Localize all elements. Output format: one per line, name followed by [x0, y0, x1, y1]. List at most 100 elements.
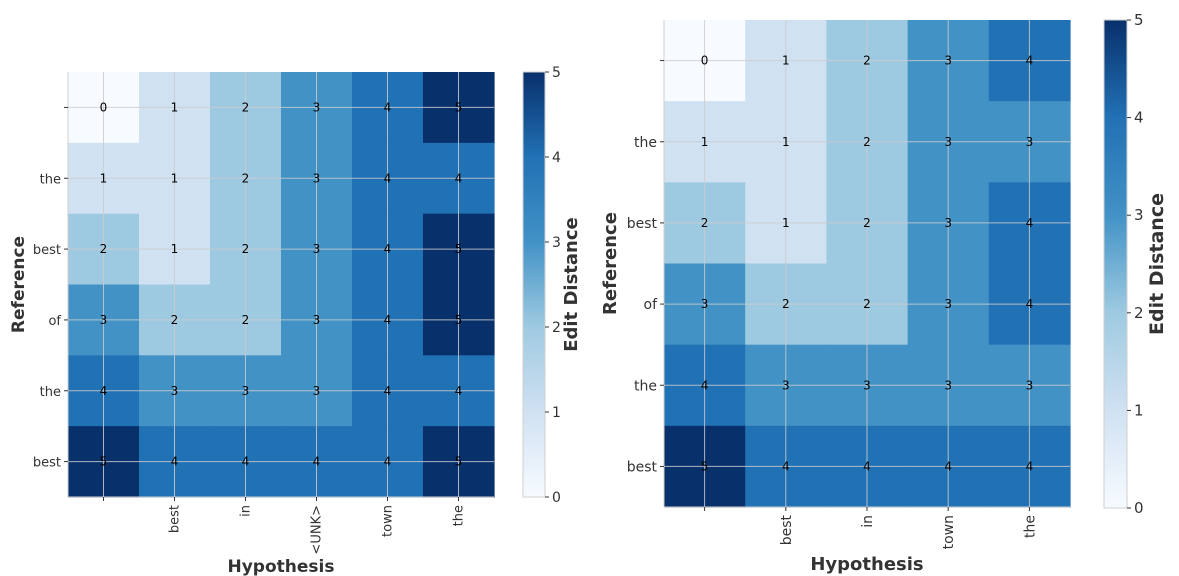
- cell-value-label: 3: [1026, 378, 1034, 392]
- x-tick-label: best: [168, 505, 183, 533]
- cell-value-label: 3: [944, 216, 952, 230]
- cell-value-label: 1: [100, 171, 108, 185]
- cell-value-label: 4: [100, 384, 108, 398]
- cell-value-label: 0: [100, 100, 108, 114]
- heatmap-right: 0 1 2 3 41 1 2 3 32 1 2 3 43 2 2 3 44 3 3 3 35 4 4 4 4thebestoft…: [600, 11, 1168, 575]
- cell-value-label: 4: [384, 100, 392, 114]
- cell-value-label: 4: [384, 242, 392, 256]
- colorbar-tick-label: 1: [1134, 401, 1144, 419]
- cell-value-label: 1: [171, 100, 179, 114]
- cell-value-labels: 0 1 2 3 4 5 1 1 2 3 4 4 2 1 2 3 4 5 3 2 2 3 4 5 4 3 3 3 4 4 5 4 4 4 4 5: [100, 100, 463, 468]
- grid-lines: [664, 20, 1070, 507]
- cell-value-label: 3: [944, 297, 952, 311]
- cell-value-label: 4: [1026, 297, 1034, 311]
- cell-value-label: 2: [701, 216, 709, 230]
- heatmap-cells: [68, 72, 495, 498]
- y-tick-label: best: [627, 459, 658, 475]
- colorbar-ticks: 0 1 2 3 4 5: [1127, 11, 1144, 517]
- x-tick-label: the: [1022, 515, 1038, 538]
- cell-value-label: 5: [701, 459, 709, 473]
- cell-value-label: 2: [863, 216, 871, 230]
- cell-value-label: 4: [1026, 216, 1034, 230]
- colorbar-tick-label: 5: [1134, 11, 1144, 29]
- cell-value-label: 3: [944, 135, 952, 149]
- cell-value-label: 4: [171, 455, 179, 469]
- cell-value-labels: 0 1 2 3 4 1 1 2 3 3 2 1 2 3 4 3 2 2 3 4 4 3 3 3 3 5 4 4 4 4: [701, 54, 1033, 474]
- cell-value-label: 4: [455, 384, 463, 398]
- colorbar: [522, 71, 546, 498]
- x-tick-label: best: [779, 515, 795, 546]
- cell-value-label: 2: [863, 54, 871, 68]
- cell-value-label: 3: [313, 384, 321, 398]
- x-tick-label: the: [452, 505, 467, 526]
- cell-value-label: 4: [701, 378, 709, 392]
- colorbar-title: Edit Distance: [1146, 193, 1168, 335]
- y-tick-label: of: [48, 314, 61, 329]
- y-tick-label: the: [40, 172, 61, 187]
- heatmap-left: 0 1 2 3 4 51 1 2 3 4 42 1 2 3 4 53 2 2 3 4 54 3 3 3 4 45 4 4 4 4 5theb…: [9, 65, 582, 576]
- cell-value-label: 1: [782, 135, 790, 149]
- cell-value-label: 4: [1026, 54, 1034, 68]
- cell-value-label: 4: [384, 313, 392, 327]
- cell-value-label: 1: [171, 171, 179, 185]
- y-tick-label: best: [33, 243, 61, 258]
- grid-lines: [68, 72, 494, 497]
- x-tick-labels: best in town the: [704, 507, 1038, 549]
- cell-value-label: 2: [100, 242, 108, 256]
- cell-value-label: 3: [782, 378, 790, 392]
- x-tick-labels: best in <UNK> town the: [103, 497, 467, 555]
- y-tick-label: the: [40, 385, 61, 400]
- cell-value-label: 2: [863, 135, 871, 149]
- y-tick-label: the: [634, 378, 657, 394]
- x-axis-title: Hypothesis: [810, 554, 923, 575]
- cell-value-label: 3: [863, 378, 871, 392]
- cell-value-label: 1: [701, 135, 709, 149]
- cell-value-label: 3: [171, 384, 179, 398]
- y-tick-label: best: [33, 456, 61, 471]
- x-tick-label: town: [941, 515, 957, 549]
- cell-value-label: 3: [100, 313, 108, 327]
- y-tick-label: best: [627, 216, 658, 232]
- y-tick-label: the: [634, 135, 657, 151]
- x-tick-label: town: [381, 505, 396, 537]
- y-tick-labels: the best of the best: [33, 106, 68, 471]
- cell-value-label: 5: [455, 313, 463, 327]
- cell-value-label: 1: [782, 54, 790, 68]
- y-tick-label: of: [644, 297, 659, 313]
- cell-value-label: 4: [782, 459, 790, 473]
- cell-value-label: 5: [455, 455, 463, 469]
- cell-value-label: 5: [455, 100, 463, 114]
- cell-value-label: 4: [384, 171, 392, 185]
- cell-value-label: 3: [944, 378, 952, 392]
- cell-value-label: 4: [1026, 459, 1034, 473]
- x-tick-label: in: [239, 505, 254, 517]
- cell-value-label: 2: [171, 313, 179, 327]
- cell-value-label: 0: [701, 54, 709, 68]
- x-tick-label: in: [860, 515, 876, 528]
- colorbar-tick-label: 2: [1134, 304, 1144, 322]
- colorbar-tick-label: 5: [552, 65, 561, 81]
- cell-value-label: 4: [313, 455, 321, 469]
- cell-value-label: 3: [313, 171, 321, 185]
- cell-value-label: 3: [944, 54, 952, 68]
- cell-value-label: 1: [171, 242, 179, 256]
- y-axis-title: Reference: [9, 236, 29, 333]
- colorbar-tick-label: 3: [552, 235, 561, 251]
- colorbar-tick-label: 4: [1134, 109, 1144, 127]
- cell-value-label: 5: [455, 242, 463, 256]
- colorbar-tick-label: 0: [1134, 499, 1144, 517]
- cell-value-label: 3: [1026, 135, 1034, 149]
- cell-value-label: 2: [242, 313, 250, 327]
- cell-value-label: 2: [242, 171, 250, 185]
- cell-value-label: 3: [313, 100, 321, 114]
- x-axis-title: Hypothesis: [228, 557, 335, 576]
- cell-value-label: 4: [242, 455, 250, 469]
- x-tick-label: <UNK>: [310, 505, 325, 555]
- cell-value-label: 4: [455, 171, 463, 185]
- cell-value-label: 4: [384, 384, 392, 398]
- colorbar-tick-label: 3: [1134, 206, 1144, 224]
- cell-value-label: 4: [384, 455, 392, 469]
- y-tick-labels: the best of the best: [627, 60, 664, 475]
- cell-value-label: 1: [782, 216, 790, 230]
- cell-value-label: 3: [313, 313, 321, 327]
